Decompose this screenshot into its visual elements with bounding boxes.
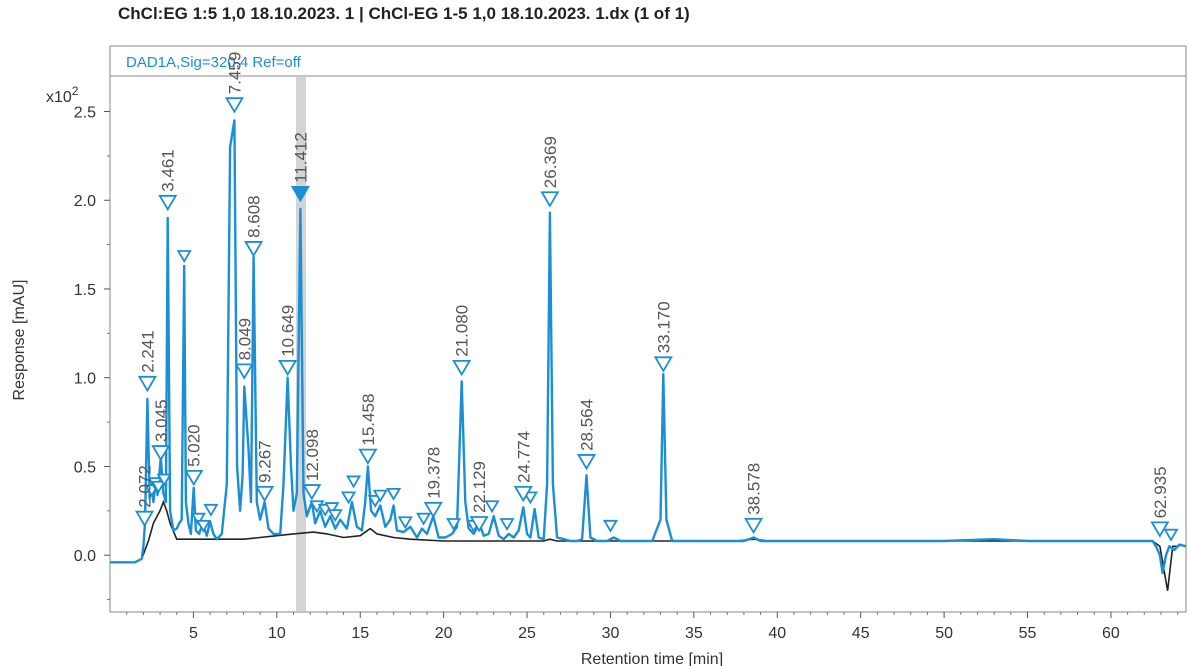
peak-label: 33.170 — [654, 301, 673, 353]
peak-marker — [499, 518, 515, 532]
peak-marker — [423, 501, 443, 519]
peak-marker — [150, 480, 166, 494]
peak-label: 15.458 — [359, 394, 378, 446]
peak-label: 3.461 — [159, 149, 178, 192]
x-tick-label: 10 — [268, 625, 286, 642]
x-tick-label: 30 — [602, 625, 620, 642]
peak-marker — [446, 518, 462, 532]
signal-header-box — [109, 45, 1187, 77]
x-tick-label: 60 — [1102, 625, 1120, 642]
peak-marker — [416, 512, 432, 526]
peak-marker — [653, 356, 673, 373]
x-tick-label: 40 — [768, 625, 786, 642]
peak-label: 21.080 — [453, 305, 472, 357]
peak-marker — [255, 485, 275, 503]
peak-label: 2.241 — [138, 330, 157, 373]
peak-marker — [397, 516, 413, 530]
x-tick-label: 15 — [351, 625, 369, 642]
peak-label: 8.049 — [235, 318, 254, 361]
peak-marker — [1163, 528, 1179, 542]
x-tick-label: 45 — [852, 625, 870, 642]
peak-marker — [358, 448, 378, 465]
peak-marker — [386, 487, 402, 501]
peak-marker — [134, 510, 155, 528]
peak-marker — [1150, 521, 1170, 538]
peak-marker — [137, 375, 157, 393]
peak-label: 9.267 — [256, 440, 275, 483]
peak-marker — [184, 469, 204, 487]
peak-marker — [452, 359, 472, 377]
peak-label: 10.649 — [279, 305, 298, 357]
peak-marker — [324, 502, 340, 516]
peak-label: 12.098 — [303, 429, 322, 481]
peak-marker — [290, 186, 310, 203]
peak-marker — [195, 519, 211, 533]
peak-marker — [176, 250, 192, 264]
peak-label: 8.608 — [245, 195, 264, 238]
y-tick-label: 1.0 — [74, 371, 96, 388]
peak-marker — [513, 485, 533, 503]
x-tick-label: 55 — [1019, 625, 1037, 642]
peak-marker — [224, 97, 245, 114]
peak-marker — [151, 445, 171, 462]
peak-label: 28.564 — [578, 399, 597, 451]
peak-marker — [156, 473, 172, 487]
peak-label: 5.020 — [185, 424, 204, 467]
x-axis-title: Retention time [min] — [581, 651, 723, 666]
y-multiplier-label: x102 — [46, 84, 79, 106]
y-tick-label: 2.0 — [74, 193, 96, 210]
y-tick-label: 1.5 — [74, 282, 96, 299]
x-tick-label: 25 — [518, 625, 536, 642]
chart-title: ChCl:EG 1:5 1,0 18.10.2023. 1 | ChCl-EG … — [118, 4, 690, 23]
x-tick-label: 50 — [935, 625, 953, 642]
peak-marker — [158, 194, 178, 212]
peak-label: 38.578 — [745, 463, 764, 515]
y-tick-label: 2.5 — [74, 104, 96, 121]
peak-label: 62.935 — [1151, 466, 1170, 518]
y-axis-title: Response [mAU] — [11, 280, 28, 401]
peak-marker — [234, 363, 254, 380]
peak-marker — [576, 454, 597, 471]
peak-marker — [327, 509, 343, 523]
peak-label: 2.072 — [136, 465, 155, 508]
peak-marker — [484, 500, 500, 514]
peak-label: 22.129 — [470, 461, 489, 513]
y-tick-label: 0.5 — [74, 459, 96, 476]
x-tick-label: 20 — [435, 625, 453, 642]
peak-marker — [602, 519, 619, 533]
peak-marker — [244, 241, 264, 258]
peak-label: 19.378 — [424, 447, 443, 499]
peak-marker — [278, 359, 298, 377]
signal-trace — [110, 119, 1187, 575]
peak-marker — [190, 512, 206, 526]
signal-label: DAD1A,Sig=320,4 Ref=off — [126, 54, 302, 71]
x-tick-label: 35 — [685, 625, 703, 642]
peak-marker — [345, 475, 362, 489]
peak-marker — [203, 503, 219, 517]
peak-label: 11.412 — [291, 132, 310, 183]
peak-marker — [372, 489, 388, 503]
x-tick-label: 5 — [189, 625, 198, 642]
peak-label: 3.045 — [152, 399, 171, 442]
plot-area-frame — [109, 75, 1187, 613]
peak-marker — [469, 516, 489, 533]
peak-marker — [540, 191, 560, 208]
peak-label: 7.459 — [225, 52, 244, 95]
y-tick-label: 0.0 — [74, 548, 96, 565]
peak-label: 26.369 — [541, 136, 560, 188]
peak-marker — [340, 491, 357, 505]
peak-marker — [743, 517, 764, 535]
peak-label: 24.774 — [514, 431, 533, 483]
peak-marker — [302, 484, 322, 501]
